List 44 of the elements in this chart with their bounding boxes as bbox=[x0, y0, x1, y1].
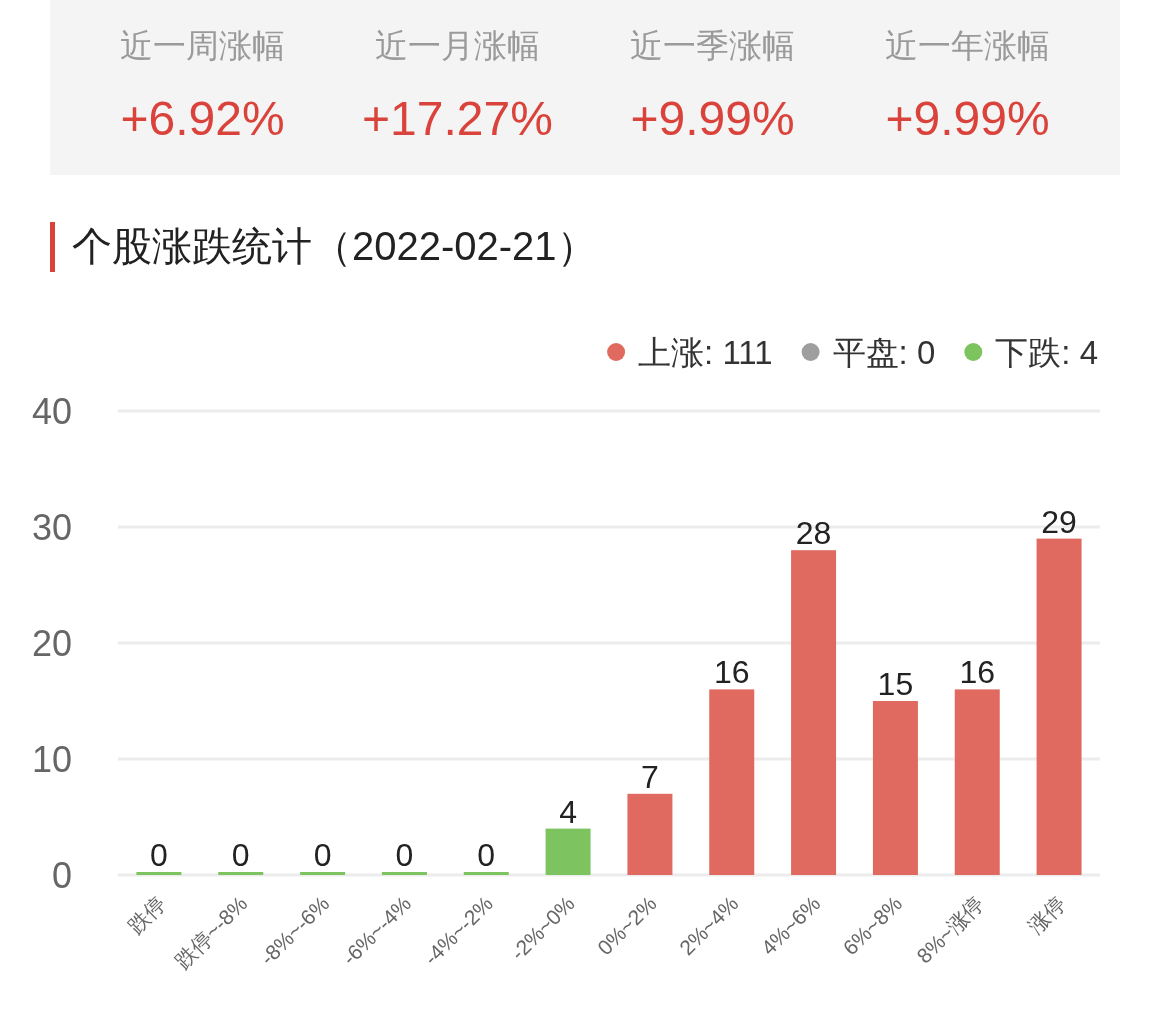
data-label: 0 bbox=[477, 837, 496, 873]
data-label: 0 bbox=[395, 837, 414, 873]
text: 近一季涨幅 bbox=[630, 27, 795, 64]
data-label: 16 bbox=[713, 654, 750, 691]
data-label: 29 bbox=[1041, 503, 1077, 540]
legend-label: 平盘: 0 bbox=[832, 334, 936, 371]
bar bbox=[1036, 538, 1082, 875]
bar bbox=[709, 689, 755, 875]
text: +6.92% bbox=[120, 92, 285, 145]
bar bbox=[136, 872, 182, 875]
data-label: 15 bbox=[877, 666, 914, 702]
y-tick-label: 40 bbox=[31, 391, 72, 432]
data-label: 4 bbox=[559, 793, 577, 830]
x-tick-label: 涨停 bbox=[1023, 891, 1070, 938]
legend-label: 上涨: 111 bbox=[638, 334, 773, 371]
y-tick-label: 0 bbox=[51, 855, 72, 896]
y-tick-label: 30 bbox=[31, 507, 72, 548]
data-label: 7 bbox=[641, 758, 659, 795]
data-label: 0 bbox=[231, 837, 250, 873]
bar bbox=[463, 872, 509, 875]
data-label: 28 bbox=[795, 515, 832, 552]
bar bbox=[300, 872, 346, 875]
x-tick-label: 跌停 bbox=[123, 891, 170, 938]
bar bbox=[545, 828, 591, 875]
y-tick-label: 10 bbox=[31, 739, 72, 780]
text: +17.27% bbox=[362, 92, 553, 145]
text: +9.99% bbox=[630, 92, 795, 145]
data-label: 0 bbox=[150, 837, 168, 873]
bar bbox=[627, 793, 673, 875]
data-label: 0 bbox=[313, 837, 332, 873]
bar bbox=[872, 701, 918, 875]
text: 近一周涨幅 bbox=[120, 27, 285, 64]
legend-label: 下跌: 4 bbox=[995, 334, 1098, 371]
y-tick-label: 20 bbox=[31, 623, 72, 664]
bar bbox=[381, 872, 427, 875]
text: 近一年涨幅 bbox=[885, 27, 1050, 64]
x-tick-label: 8%~涨停 bbox=[911, 891, 989, 968]
chart-title: 个股涨跌统计（2022-02-21） bbox=[72, 224, 597, 268]
bar bbox=[218, 872, 264, 875]
text: 近一月涨幅 bbox=[375, 27, 540, 64]
bar bbox=[791, 550, 837, 875]
bar bbox=[954, 689, 1000, 875]
data-label: 16 bbox=[959, 654, 996, 691]
text: +9.99% bbox=[885, 92, 1050, 145]
